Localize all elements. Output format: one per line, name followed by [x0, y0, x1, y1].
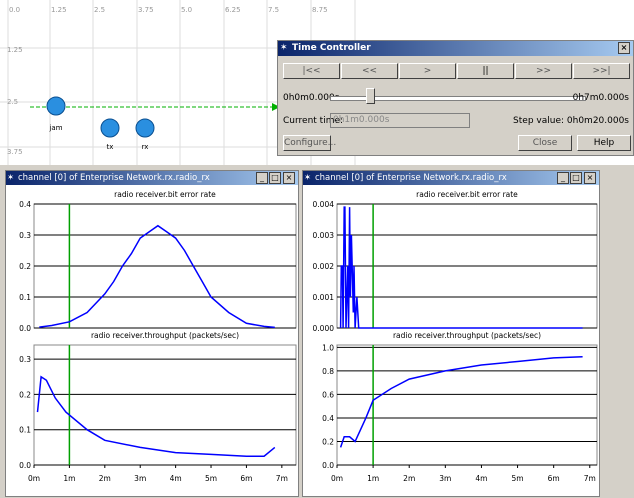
map-y-label: 3.75	[7, 148, 23, 156]
map-x-label: 1.25	[51, 6, 67, 14]
y-tick-label: 0.003	[313, 231, 335, 240]
x-tick-label: 2m	[403, 474, 415, 483]
y-tick-label: 0.1	[19, 293, 31, 302]
x-tick-label: 7m	[276, 474, 288, 483]
x-tick-label: 3m	[134, 474, 146, 483]
maximize[interactable]: □	[570, 172, 582, 184]
y-tick-label: 0.3	[19, 231, 31, 240]
title-bar: ✶ channel [0] of Enterprise Network.rx.ra…	[6, 171, 298, 185]
y-tick-label: 0.0	[19, 324, 31, 333]
x-tick-label: 3m	[439, 474, 451, 483]
title-bar: ✶ Time Controller ×	[278, 41, 633, 56]
x-tick-label: 1m	[367, 474, 379, 483]
current-time-field[interactable]: 0h1m0.000s	[330, 113, 470, 128]
x-tick-label: 1m	[63, 474, 75, 483]
close-button[interactable]: Close	[518, 135, 572, 151]
y-tick-label: 0.000	[313, 324, 335, 333]
y-tick-label: 0.0	[322, 461, 334, 470]
minimize[interactable]: _	[557, 172, 569, 184]
maximize[interactable]: □	[269, 172, 281, 184]
node-label: tx	[107, 143, 114, 151]
close-icon[interactable]: ×	[618, 42, 630, 54]
x-tick-label: 5m	[205, 474, 217, 483]
y-tick-label: 0.4	[322, 414, 334, 423]
title-bar: ✶ channel [0] of Enterprise Network.rx.ra…	[303, 171, 599, 185]
button[interactable]: ||	[457, 63, 514, 79]
screen: {"map":{"x_labels":["0.0","1.25","2.5","…	[0, 0, 634, 495]
map-x-label: 0.0	[9, 6, 20, 14]
node-rx[interactable]	[136, 119, 154, 137]
map-y-label: 1.25	[7, 46, 23, 54]
x-tick-label: 0m	[331, 474, 343, 483]
y-tick-label: 0.2	[19, 262, 31, 271]
map-x-label: 8.75	[312, 6, 328, 14]
button[interactable]: <<	[341, 63, 398, 79]
plot-title: radio receiver.bit error rate	[114, 190, 216, 199]
node-label: rx	[142, 143, 149, 151]
end-label: 0h7m0.000s	[573, 93, 629, 103]
plots: radio receiver.bit error rate 0.0 0.1 0.2 0.…	[6, 185, 298, 495]
y-tick-label: 0.2	[322, 437, 334, 446]
channel-window: ✶ channel [0] of Enterprise Network.rx.ra…	[5, 170, 299, 497]
plot-title: radio receiver.throughput (packets/sec)	[393, 331, 541, 340]
node-tx[interactable]	[101, 119, 119, 137]
map-x-label: 6.25	[225, 6, 241, 14]
y-tick-label: 0.004	[313, 200, 335, 209]
x-tick-label: 6m	[240, 474, 252, 483]
map-x-label: 5.0	[181, 6, 192, 14]
close-icon[interactable]: ×	[283, 172, 295, 184]
plot-area	[34, 345, 296, 465]
step-label: Step value:	[513, 116, 564, 126]
button[interactable]: |<<	[283, 63, 340, 79]
step-value: 0h0m20.000s	[567, 116, 629, 126]
slider-thumb[interactable]	[366, 88, 375, 104]
map-y-label: 2.5	[7, 98, 18, 106]
window-title: Time Controller	[292, 43, 371, 53]
x-tick-label: 4m	[475, 474, 487, 483]
x-tick-label: 2m	[99, 474, 111, 483]
plot-title: radio receiver.throughput (packets/sec)	[91, 331, 239, 340]
configure-button[interactable]: Configure...	[283, 135, 331, 151]
x-tick-label: 6m	[548, 474, 560, 483]
close-icon[interactable]: ×	[584, 172, 596, 184]
x-tick-label: 4m	[170, 474, 182, 483]
map-x-label: 3.75	[138, 6, 154, 14]
y-tick-label: 0.0	[19, 461, 31, 470]
button[interactable]: >>	[515, 63, 572, 79]
map-x-label: 7.5	[268, 6, 279, 14]
icon: ✶	[7, 171, 14, 185]
y-tick-label: 0.001	[313, 293, 335, 302]
y-tick-label: 0.8	[322, 367, 334, 376]
x-tick-label: 5m	[512, 474, 524, 483]
y-tick-label: 0.4	[19, 200, 31, 209]
window-title: channel [0] of Enterprise Network.rx.rad…	[18, 173, 210, 183]
node-jam[interactable]	[47, 97, 65, 115]
y-tick-label: 0.002	[313, 262, 335, 271]
channel-window: ✶ channel [0] of Enterprise Network.rx.ra…	[302, 170, 600, 497]
button[interactable]: >	[399, 63, 456, 79]
y-tick-label: 0.1	[19, 426, 31, 435]
map-x-label: 2.5	[94, 6, 105, 14]
time-controller: ✶ Time Controller × |<< << > || >> >>| 0…	[277, 40, 634, 156]
icon: ✶	[280, 41, 288, 56]
help-button[interactable]: Help	[577, 135, 631, 151]
button[interactable]: >>|	[573, 63, 630, 79]
plots: radio receiver.bit error rate 0.000 0.001 0…	[303, 185, 599, 495]
y-tick-label: 0.6	[322, 390, 334, 399]
x-tick-label: 7m	[584, 474, 596, 483]
minimize[interactable]: _	[256, 172, 268, 184]
icon: ✶	[304, 171, 311, 185]
y-tick-label: 0.2	[19, 390, 31, 399]
window-title: channel [0] of Enterprise Network.rx.rad…	[315, 173, 507, 183]
y-tick-label: 0.3	[19, 355, 31, 364]
plot-title: radio receiver.bit error rate	[416, 190, 518, 199]
y-tick-label: 1.0	[322, 343, 334, 352]
node-label: jam	[48, 124, 62, 132]
x-tick-label: 0m	[28, 474, 40, 483]
plot-area	[337, 345, 597, 465]
